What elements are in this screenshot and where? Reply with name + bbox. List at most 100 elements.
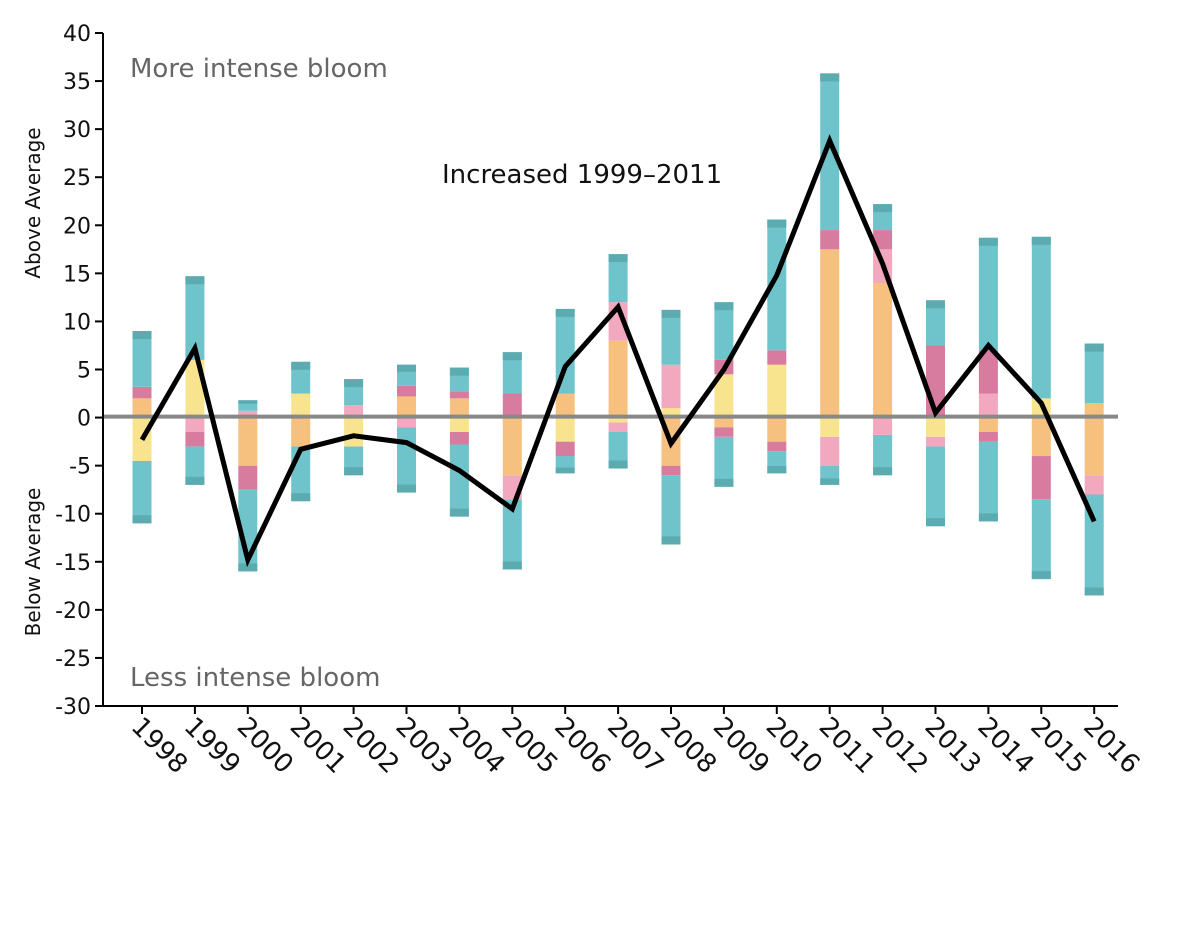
- bar-segment-2007-2: [608, 417, 628, 423]
- bar-cap-2016-0: [1084, 587, 1104, 596]
- bar-segment-2016-3: [1084, 403, 1104, 418]
- bar-segment-2005-4: [502, 352, 522, 394]
- bar-segment-2000-4: [238, 400, 258, 411]
- bar-cap-2015-0: [1031, 571, 1051, 580]
- bar-segment-2001-1: [291, 417, 311, 447]
- y-tick-label: -5: [69, 455, 91, 480]
- y-tick-label: -25: [55, 647, 91, 672]
- bar-segment-2012-4: [873, 230, 893, 250]
- bar-segment-2008-1: [661, 465, 681, 476]
- bar-segment-2014-1: [978, 431, 998, 442]
- bar-segment-2003-0: [397, 427, 416, 493]
- bar-cap-2004-5: [449, 367, 469, 376]
- bar-cap-2000-4: [238, 400, 258, 404]
- y-tick-label: -30: [55, 695, 91, 720]
- bar-segment-2014-5: [978, 237, 998, 351]
- x-tick-label: 1999: [178, 712, 246, 780]
- bar-segment-2003-3: [397, 385, 416, 397]
- bar-cap-2010-5: [767, 219, 787, 228]
- y-tick-label: 20: [63, 214, 91, 239]
- bar-segment-2015-4: [1031, 236, 1051, 399]
- bar-cap-2010-0: [767, 465, 787, 474]
- bar-segment-2006-1: [555, 441, 575, 457]
- bar-segment-2007-0: [608, 431, 628, 469]
- x-tick-label: 2013: [919, 712, 987, 780]
- y-tick-label: -15: [55, 551, 91, 576]
- y-tick-label: 30: [63, 118, 91, 143]
- bar-segment-2010-5: [767, 219, 787, 351]
- bar-cap-2001-0: [291, 493, 311, 502]
- bar-segment-2000-1: [238, 465, 258, 490]
- bar-segment-2011-1: [820, 436, 840, 466]
- bar-segment-2011-2: [820, 417, 840, 437]
- bar-segment-2001-2: [291, 393, 311, 418]
- bar-segment-2007-5: [608, 254, 628, 303]
- bar-segment-1998-3: [132, 386, 152, 399]
- bar-cap-2001-3: [291, 361, 311, 370]
- bar-cap-2008-0: [661, 536, 681, 545]
- bar-segment-2012-1: [873, 417, 893, 435]
- x-tick-label: 2014: [971, 712, 1039, 780]
- bar-segment-2002-1: [344, 417, 364, 447]
- bar-segment-2009-5: [714, 302, 734, 360]
- x-tick-label: 2006: [548, 712, 616, 780]
- bar-segment-2004-0: [449, 444, 469, 517]
- bar-segment-2012-2: [873, 282, 893, 418]
- bar-segment-2010-3: [767, 364, 787, 418]
- bar-segment-2007-3: [608, 340, 628, 418]
- bar-segment-2015-1: [1031, 456, 1051, 500]
- y-label-above-average: Above Average: [21, 127, 45, 278]
- bar-segment-2011-5: [820, 73, 840, 231]
- bar-segment-2014-2: [978, 417, 998, 432]
- bar-cap-2005-0: [502, 561, 522, 570]
- y-tick-label: 10: [63, 310, 91, 335]
- y-label-below-average: Below Average: [21, 488, 45, 637]
- x-tick-label: 2003: [390, 712, 458, 780]
- bar-segment-2006-3: [555, 393, 575, 418]
- x-tick-label: 2012: [866, 712, 934, 780]
- bar-segment-2012-0: [873, 434, 893, 476]
- bar-cap-2002-3: [344, 379, 364, 388]
- bar-segment-2013-0: [926, 446, 945, 527]
- bar-cap-1999-4: [185, 276, 205, 285]
- bar-segment-2009-3: [714, 374, 734, 418]
- bar-cap-2011-5: [820, 73, 840, 82]
- x-tick-label: 2016: [1077, 712, 1145, 780]
- bar-segment-1999-2: [185, 417, 205, 432]
- bar-cap-2006-0: [555, 467, 575, 474]
- bloom-index-line: [139, 134, 1097, 568]
- x-tick-label: 2010: [760, 712, 828, 780]
- bar-segment-2003-2: [397, 396, 416, 418]
- bar-segment-2016-1: [1084, 475, 1104, 495]
- bar-segment-2013-2: [926, 417, 945, 437]
- bar-segment-2004-4: [449, 391, 469, 399]
- bar-cap-1998-0: [132, 515, 152, 524]
- bar-segment-2010-4: [767, 350, 787, 365]
- y-tick-label: 15: [63, 262, 91, 287]
- bar-segment-2008-3: [661, 407, 681, 418]
- x-tick-label: 2005: [495, 712, 563, 780]
- bar-segment-1999-4: [185, 276, 205, 360]
- x-tick-label: 2002: [337, 712, 405, 780]
- bar-segment-2010-1: [767, 441, 787, 452]
- bar-cap-2007-0: [608, 460, 628, 469]
- bar-segment-2014-4: [978, 350, 998, 394]
- x-tick-label: 2011: [813, 712, 881, 780]
- bar-cap-2004-0: [449, 508, 469, 517]
- bar-cap-2012-0: [873, 467, 893, 476]
- bar-segment-2009-0: [714, 436, 734, 487]
- bar-segment-2015-2: [1031, 417, 1051, 457]
- bar-cap-2003-0: [397, 484, 416, 493]
- bar-cap-2009-5: [714, 302, 734, 311]
- bar-segment-1998-4: [132, 331, 152, 387]
- bar-segment-2013-4: [926, 300, 945, 346]
- bar-segment-2004-1: [449, 431, 469, 445]
- bar-cap-2012-5: [873, 204, 893, 213]
- bar-segment-2007-1: [608, 422, 628, 432]
- x-tick-label: 2015: [1024, 712, 1092, 780]
- bar-segment-2004-3: [449, 398, 469, 418]
- stacked-bars: [132, 73, 1104, 596]
- x-ticks: 1998199920002001200220032004200520062007…: [125, 706, 1145, 780]
- y-tick-label: -10: [55, 503, 91, 528]
- x-tick-label: 2001: [284, 712, 352, 780]
